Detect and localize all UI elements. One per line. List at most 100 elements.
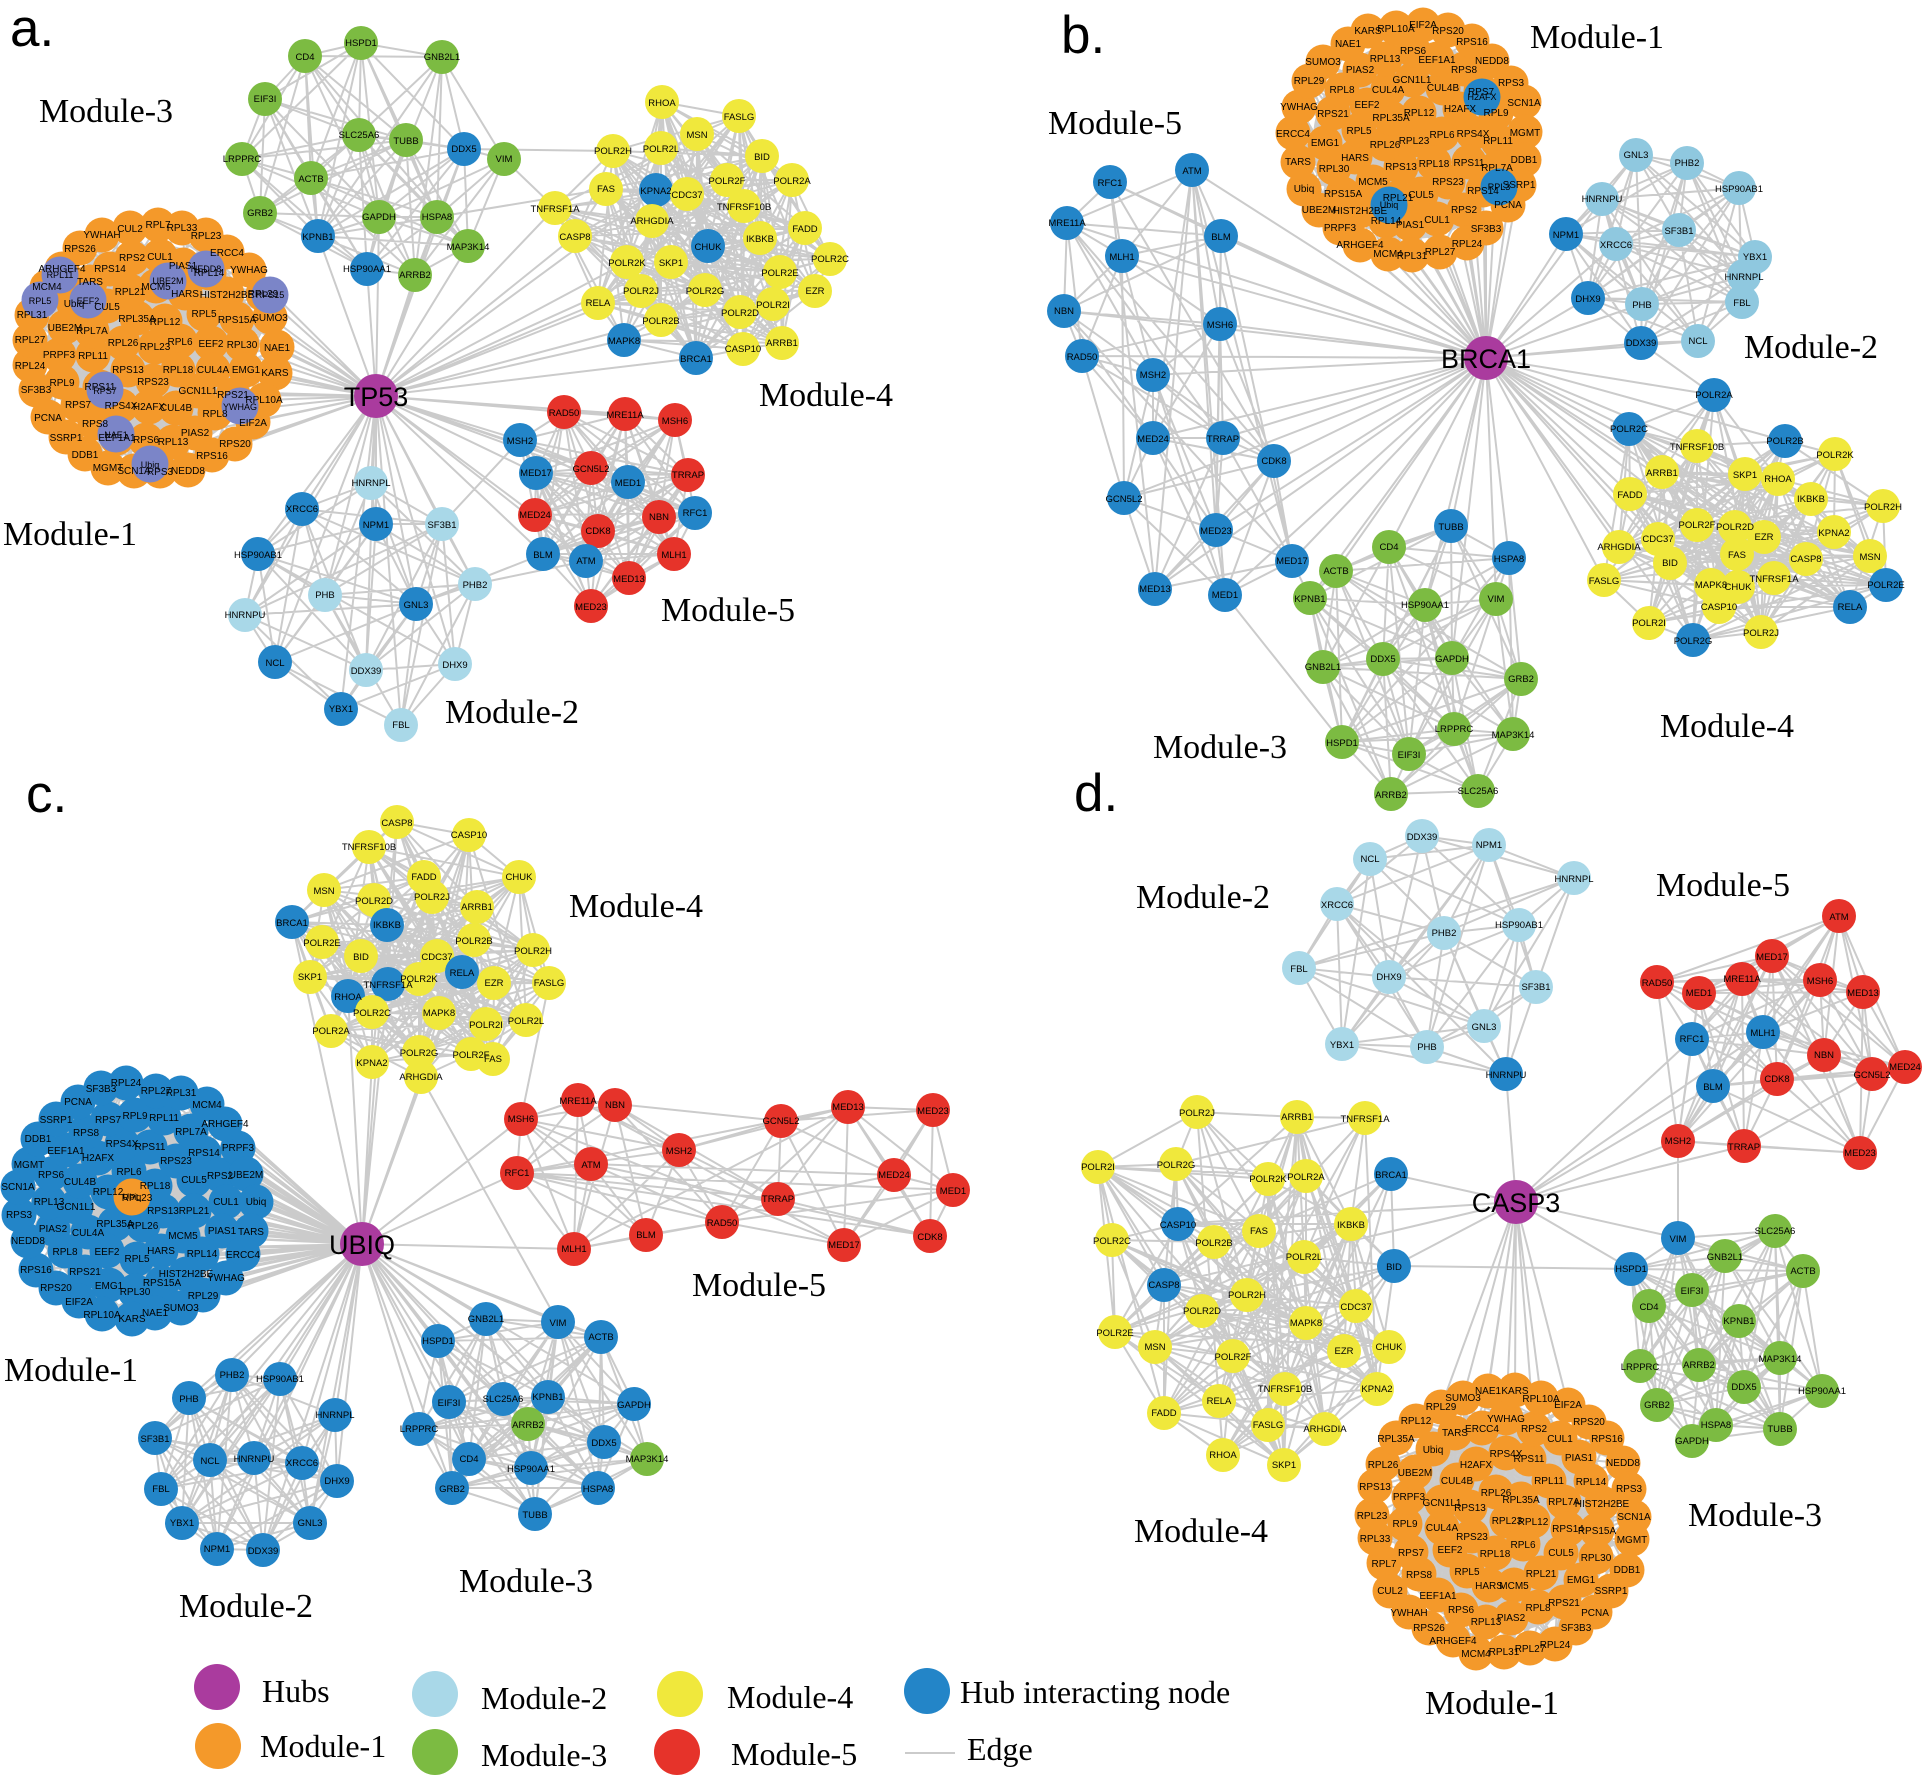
svg-text:RPS13: RPS13 <box>1385 162 1417 173</box>
svg-text:BID: BID <box>1662 558 1678 569</box>
svg-text:POLR2J: POLR2J <box>623 286 659 297</box>
svg-text:RPL24: RPL24 <box>1452 239 1483 250</box>
svg-text:Module-1: Module-1 <box>1530 19 1664 56</box>
svg-text:MED24: MED24 <box>519 510 551 521</box>
svg-text:RPL12: RPL12 <box>93 1187 124 1198</box>
svg-text:BLM: BLM <box>533 550 553 561</box>
svg-text:HNRNPU: HNRNPU <box>1582 194 1623 205</box>
svg-text:TRRAP: TRRAP <box>672 470 704 481</box>
svg-text:POLR2C: POLR2C <box>353 1008 391 1019</box>
svg-text:EEF2: EEF2 <box>1437 1545 1462 1556</box>
svg-text:EMG1: EMG1 <box>95 1281 124 1292</box>
svg-text:RPL7A: RPL7A <box>76 326 108 337</box>
svg-text:HSPA8: HSPA8 <box>422 212 452 223</box>
svg-text:ATM: ATM <box>576 556 595 567</box>
svg-text:RELA: RELA <box>586 298 611 309</box>
svg-text:RPL7: RPL7 <box>1371 1559 1396 1570</box>
svg-text:RPL6: RPL6 <box>1510 1540 1535 1551</box>
svg-text:CUL5: CUL5 <box>181 1175 207 1186</box>
svg-text:RHOA: RHOA <box>1764 474 1792 485</box>
svg-text:XRCC6: XRCC6 <box>1321 900 1353 911</box>
svg-text:MSN: MSN <box>313 886 334 897</box>
svg-text:RPL21: RPL21 <box>1383 193 1414 204</box>
svg-text:Ubiq: Ubiq <box>1423 1445 1444 1456</box>
svg-text:GCN1L1: GCN1L1 <box>1423 1498 1462 1509</box>
svg-text:RPL9: RPL9 <box>1483 108 1508 119</box>
svg-text:Module-5: Module-5 <box>1656 867 1790 904</box>
svg-text:RPS21: RPS21 <box>1548 1598 1580 1609</box>
svg-text:RPS6: RPS6 <box>1400 46 1427 57</box>
svg-text:PCNA: PCNA <box>1581 1608 1609 1619</box>
svg-text:RPS2: RPS2 <box>1451 205 1478 216</box>
svg-text:RPS4X: RPS4X <box>1457 129 1490 140</box>
svg-text:NPM1: NPM1 <box>1476 840 1502 851</box>
svg-text:d.: d. <box>1074 764 1118 823</box>
svg-text:GNB2L1: GNB2L1 <box>468 1314 504 1325</box>
svg-text:HNRNPU: HNRNPU <box>225 610 266 621</box>
svg-text:CHUK: CHUK <box>695 242 723 253</box>
svg-text:RPL24: RPL24 <box>1540 1640 1571 1651</box>
svg-text:PIAS1: PIAS1 <box>1396 220 1425 231</box>
svg-text:PHB: PHB <box>315 590 335 601</box>
svg-text:POLR2B: POLR2B <box>1195 1238 1233 1249</box>
svg-text:MCM4: MCM4 <box>192 1100 222 1111</box>
svg-text:PIAS1: PIAS1 <box>1565 1453 1594 1464</box>
svg-text:BLM: BLM <box>1703 1082 1723 1093</box>
svg-text:ATM: ATM <box>1182 166 1201 177</box>
svg-text:RPL35A: RPL35A <box>96 1219 134 1230</box>
svg-text:GAPDH: GAPDH <box>617 1400 651 1411</box>
svg-text:MED23: MED23 <box>1200 526 1232 537</box>
svg-text:RPL29: RPL29 <box>1294 76 1325 87</box>
svg-text:RPL35A: RPL35A <box>118 314 156 325</box>
svg-text:Module-3: Module-3 <box>481 1737 607 1773</box>
svg-text:DHX9: DHX9 <box>1575 294 1600 305</box>
svg-text:SUMO3: SUMO3 <box>252 313 288 324</box>
svg-text:CASP3: CASP3 <box>1472 1188 1561 1218</box>
svg-text:RPS14: RPS14 <box>94 264 126 275</box>
svg-text:EIF2A: EIF2A <box>65 1297 93 1308</box>
svg-text:RPL29: RPL29 <box>248 289 279 300</box>
svg-text:GNL3: GNL3 <box>298 1518 323 1529</box>
svg-text:RPL23: RPL23 <box>1399 136 1430 147</box>
svg-text:MCM4: MCM4 <box>1373 249 1403 260</box>
svg-text:KARS: KARS <box>1354 26 1382 37</box>
svg-text:GNB2L1: GNB2L1 <box>1305 662 1341 673</box>
svg-text:POLR2J: POLR2J <box>1743 628 1779 639</box>
svg-text:CD4: CD4 <box>1639 1302 1658 1313</box>
svg-text:BRCA1: BRCA1 <box>1441 344 1531 374</box>
svg-text:MGMT: MGMT <box>93 463 124 474</box>
svg-text:TNFRSF1A: TNFRSF1A <box>363 980 413 991</box>
svg-text:RPS6: RPS6 <box>38 1170 65 1181</box>
svg-text:EMG1: EMG1 <box>1311 138 1340 149</box>
svg-text:HSP90AA1: HSP90AA1 <box>343 264 391 275</box>
svg-text:RPL10A: RPL10A <box>245 395 283 406</box>
svg-text:c.: c. <box>26 765 67 824</box>
svg-text:RPS23: RPS23 <box>1456 1532 1488 1543</box>
svg-text:Module-5: Module-5 <box>1048 105 1182 142</box>
svg-text:FBL: FBL <box>392 720 409 731</box>
svg-text:ERCC4: ERCC4 <box>210 248 244 259</box>
svg-text:RPL26: RPL26 <box>128 1221 159 1232</box>
svg-text:YWHAG: YWHAG <box>207 1273 245 1284</box>
svg-text:EZR: EZR <box>806 286 825 297</box>
svg-text:RPL7A: RPL7A <box>1481 163 1513 174</box>
svg-text:RPL26: RPL26 <box>1368 1460 1399 1471</box>
svg-text:HNRNPL: HNRNPL <box>1724 272 1763 283</box>
svg-text:MSH6: MSH6 <box>662 416 688 427</box>
svg-text:SSRP1: SSRP1 <box>50 433 83 444</box>
svg-text:RPS14: RPS14 <box>1467 186 1499 197</box>
svg-text:ARRB1: ARRB1 <box>766 338 798 349</box>
svg-text:POLR2K: POLR2K <box>1249 1174 1287 1185</box>
svg-text:BLM: BLM <box>1211 232 1231 243</box>
svg-text:RAD50: RAD50 <box>549 408 580 419</box>
svg-text:Ubiq: Ubiq <box>246 1197 267 1208</box>
svg-text:EEF2: EEF2 <box>1354 100 1379 111</box>
svg-text:RFC1: RFC1 <box>1098 178 1123 189</box>
svg-text:GNL3: GNL3 <box>1472 1022 1497 1033</box>
svg-text:GNL3: GNL3 <box>1624 150 1649 161</box>
svg-text:HSPA8: HSPA8 <box>583 1484 613 1495</box>
svg-text:RPL14: RPL14 <box>187 1249 218 1260</box>
svg-text:RPS20: RPS20 <box>219 439 251 450</box>
svg-text:TARS: TARS <box>238 1227 264 1238</box>
svg-text:RPL7A: RPL7A <box>175 1127 207 1138</box>
